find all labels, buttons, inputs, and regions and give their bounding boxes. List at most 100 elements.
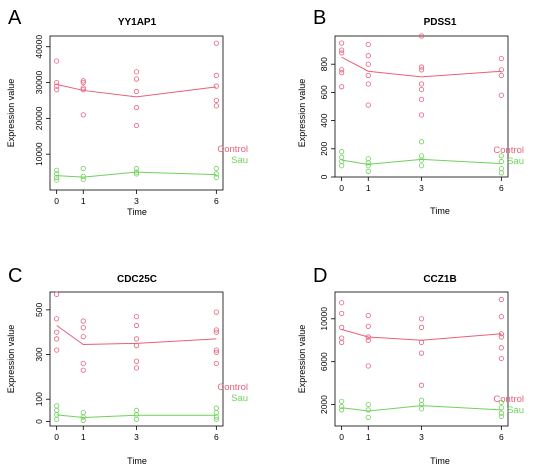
panel-c-y-tick-label: 100 xyxy=(34,392,44,406)
panel-b-sau-point xyxy=(418,153,425,159)
panel-d-sau-mean-line xyxy=(341,405,502,412)
panel-a-control-point xyxy=(213,103,219,109)
panel-b-control-point xyxy=(418,67,425,73)
panel-b-letter: B xyxy=(313,7,326,29)
panel-a-control-point xyxy=(133,69,140,75)
panel-a-control-point xyxy=(54,87,60,93)
panel-d-control-point xyxy=(498,296,504,303)
panel-a-control-point xyxy=(80,85,86,91)
panel-d-sau-point xyxy=(339,407,345,413)
panel-c-y-tick-label: 500 xyxy=(34,303,44,317)
panel-a-x-tick-label: 3 xyxy=(134,196,139,206)
panel-a-title: YY1AP1 xyxy=(118,17,157,28)
panel-c-sau-mean-line xyxy=(56,414,217,419)
panel-b-control-point xyxy=(498,72,504,79)
panel-a-control-point xyxy=(80,79,86,86)
panel-b-sau-point xyxy=(365,168,371,174)
panel-d-sau-point xyxy=(498,399,504,406)
panel-a-control-mean-line xyxy=(56,83,217,98)
panel-c-control-point xyxy=(133,336,140,342)
panel-d-control-point xyxy=(498,314,504,320)
panel-a-control-point xyxy=(80,78,86,84)
panel-d-x-tick-label: 6 xyxy=(499,432,504,442)
panel-a-y-tick-label: 30000 xyxy=(34,70,44,94)
panel-b-control-point xyxy=(418,81,425,87)
panel-b-sau-point xyxy=(339,163,345,169)
panel-c-control-point xyxy=(80,367,86,373)
panel-c-control-point xyxy=(54,336,60,342)
panel-c-control-point xyxy=(133,313,140,320)
panel-b-sau-point xyxy=(498,165,504,172)
panel-a-x-axis-title: Time xyxy=(127,207,147,217)
panel-d-y-tick-label: 6000 xyxy=(319,352,329,371)
panel-b-control-point xyxy=(365,72,371,79)
panel-d-sau-point xyxy=(365,414,371,421)
panel-b-sau-point xyxy=(365,163,371,169)
panel-a-sau-point xyxy=(133,169,140,175)
panel-d-x-tick-label: 0 xyxy=(339,432,344,442)
panel-b-control-point xyxy=(339,40,345,46)
panel-d-control-point xyxy=(339,324,345,330)
panel-b-sau-point xyxy=(498,153,504,159)
panel-b-x-tick-label: 0 xyxy=(339,183,344,193)
panel-b-control-point xyxy=(365,53,371,59)
panel-c-x-tick-label: 0 xyxy=(54,432,59,442)
panel-d-control-point xyxy=(498,345,504,351)
panel-d-sau-point xyxy=(498,410,504,416)
panel-c-sau-point xyxy=(80,409,86,416)
panel-c-letter: C xyxy=(8,265,22,287)
panel-c-control-point xyxy=(133,342,140,349)
panel-c-control-point xyxy=(54,329,60,335)
panel-c-sau-point xyxy=(213,405,219,411)
panel-b-control-point xyxy=(365,41,371,48)
panel-b-sau-point xyxy=(498,170,504,176)
panel-b-x-axis-title: Time xyxy=(430,206,450,216)
panel-a-sau-point xyxy=(213,165,219,172)
panel-b-control-legend-label: Control xyxy=(493,145,524,156)
panel-c-control-point xyxy=(213,329,219,335)
panel-a-control-point xyxy=(213,40,219,46)
panel-c-control-point xyxy=(213,327,219,333)
panel-a: A YY1AP1 0 1 3 6 10000 20000 30000 40000 Time Expre… xyxy=(6,7,248,217)
panel-b-control-point xyxy=(418,64,425,70)
panel-b-sau-point xyxy=(418,139,425,145)
panel-d-sau-point xyxy=(498,405,504,411)
panel-b-plot-frame xyxy=(334,35,509,178)
panel-a-x-tick-label: 0 xyxy=(54,196,59,206)
panel-c-control-point xyxy=(54,347,60,353)
panel-d-letter: D xyxy=(313,265,327,287)
panel-c-control-mean-line xyxy=(56,325,217,345)
panel-c-sau-point xyxy=(133,407,140,413)
panel-d-control-point xyxy=(418,382,425,388)
panel-b-y-axis-title: Expression value xyxy=(297,79,307,148)
panel-a-sau-point xyxy=(54,174,60,181)
panel-c-sau-point xyxy=(213,414,219,420)
panel-d-control-point xyxy=(418,324,425,330)
panel-a-y-tick-label: 20000 xyxy=(34,106,44,130)
panel-b-control-point xyxy=(498,55,504,62)
panel-b-x-tick-label: 6 xyxy=(499,183,504,193)
panel-b-x-tick-label: 1 xyxy=(366,183,371,193)
panel-d-y-tick-label: 2000 xyxy=(319,395,329,414)
panel-a-control-point xyxy=(133,105,140,111)
panel-b-y-tick-label: 0 xyxy=(319,174,329,179)
panel-c-x-tick-label: 6 xyxy=(214,432,219,442)
panel-d-sau-point xyxy=(418,397,425,403)
panel-b-y-tick-label: 400 xyxy=(319,113,329,127)
panel-c-control-point xyxy=(80,325,86,331)
panel-c-sau-point xyxy=(54,403,60,409)
panel-c-control-point xyxy=(54,291,60,297)
panel-c-x-tick-label: 3 xyxy=(134,432,139,442)
panel-c-y-axis-title: Expression value xyxy=(6,325,16,394)
panel-d-y-axis-title: Expression value xyxy=(297,325,307,394)
panel-a-control-point xyxy=(54,79,60,86)
panel-d-x-tick-label: 3 xyxy=(419,432,424,442)
panel-a-sau-point xyxy=(80,176,86,182)
panel-c-sau-point xyxy=(54,407,60,413)
panel-d-control-point xyxy=(365,334,371,340)
panel-a-y-tick-label: 10000 xyxy=(34,142,44,166)
panel-c-sau-point xyxy=(213,409,219,416)
panel-d-control-point xyxy=(339,300,345,306)
panel-b-sau-point xyxy=(365,160,371,166)
panel-c-control-point xyxy=(213,309,219,315)
